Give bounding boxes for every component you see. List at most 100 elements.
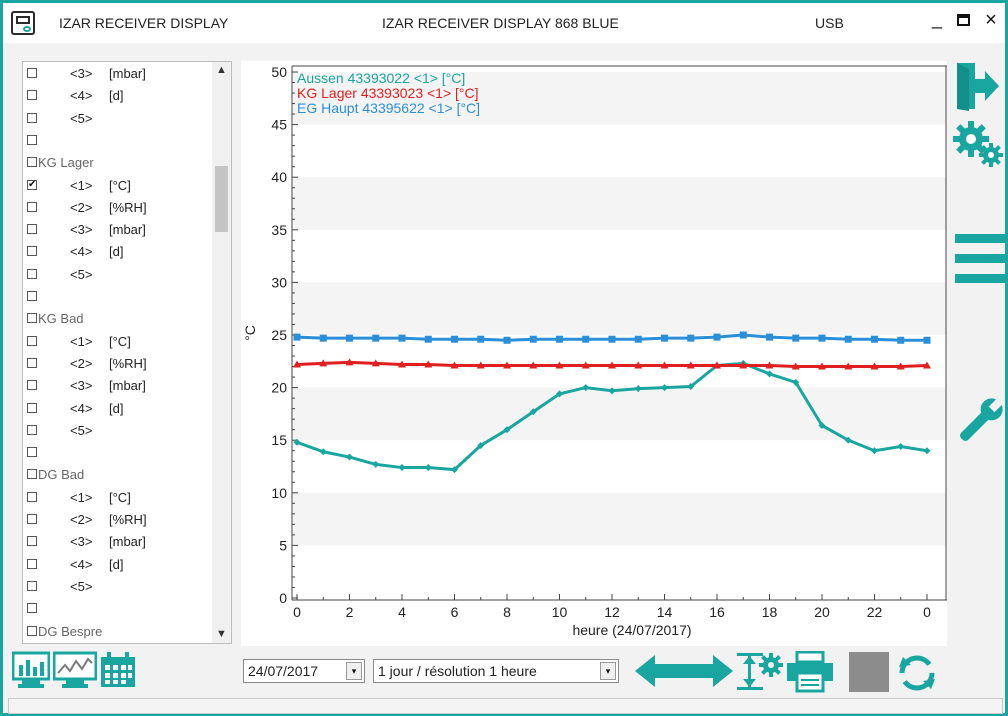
channel-index: <3> (70, 378, 93, 394)
arrow-right-icon[interactable] (683, 653, 733, 689)
series-1-point (450, 361, 459, 369)
channel-unit: [%RH] (109, 512, 147, 527)
row-checkbox[interactable] (27, 558, 37, 569)
arrow-left-icon[interactable] (635, 653, 685, 689)
device-title: IZAR RECEIVER DISPLAY 868 BLUE (382, 15, 619, 31)
group-row[interactable]: DG Bespre (23, 621, 213, 643)
stop-square-icon[interactable] (849, 652, 889, 692)
date-dropdown-arrow-icon[interactable]: ▾ (346, 662, 362, 680)
series-1-point (818, 362, 826, 370)
maximize-button[interactable] (957, 14, 970, 26)
close-button[interactable]: × (985, 9, 997, 31)
series-1-point (713, 361, 721, 369)
group-row[interactable]: DG Bad (23, 464, 213, 486)
row-checkbox[interactable] (27, 246, 37, 257)
scroll-down-arrow-icon[interactable]: ▼ (216, 628, 227, 640)
channel-unit: [mbar] (109, 222, 146, 238)
range-dropdown-arrow-icon[interactable]: ▾ (600, 662, 616, 680)
channel-index: <2> (70, 199, 93, 215)
minimize-button[interactable]: _ (931, 9, 942, 29)
scroll-thumb[interactable] (215, 166, 228, 232)
channel-row[interactable]: <4> [d] (23, 398, 213, 420)
row-checkbox[interactable] (27, 157, 37, 168)
row-checkbox[interactable] (27, 447, 37, 458)
x-tick-label: 4 (398, 604, 406, 620)
channel-row[interactable]: <2> [%RH] (23, 353, 213, 375)
row-checkbox[interactable] (27, 580, 37, 591)
series-1-point (739, 361, 748, 369)
channel-row[interactable]: <5> (23, 108, 213, 130)
range-select[interactable]: 1 jour / résolution 1 heure ▾ (373, 659, 619, 683)
series-2-point (529, 335, 537, 343)
refresh-icon[interactable] (893, 653, 941, 693)
hamburger-menu-icon[interactable] (955, 231, 1005, 287)
range-select-value: 1 jour / résolution 1 heure (378, 663, 537, 679)
channel-row[interactable]: <5> (23, 576, 213, 598)
row-checkbox[interactable] (27, 424, 37, 435)
row-checkbox[interactable] (27, 268, 37, 279)
channel-row[interactable]: <3> [mbar] (23, 375, 213, 397)
group-row[interactable]: KG Lager (23, 152, 213, 174)
printer-icon[interactable] (785, 651, 837, 693)
series-2-point (661, 334, 668, 342)
channel-unit: [d] (109, 88, 124, 104)
row-checkbox[interactable] (27, 90, 37, 101)
row-checkbox[interactable] (27, 380, 37, 391)
series-0-point (634, 385, 642, 393)
row-checkbox[interactable] (27, 357, 37, 368)
series-0-point (529, 408, 537, 416)
row-checkbox[interactable] (27, 625, 37, 636)
row-checkbox[interactable] (27, 201, 37, 212)
row-checkbox[interactable] (27, 224, 37, 235)
blank-row[interactable] (23, 442, 213, 464)
channel-row[interactable]: <1> [°C] (23, 331, 213, 353)
wrench-icon[interactable] (957, 395, 1005, 445)
row-checkbox[interactable] (27, 134, 37, 145)
channel-row[interactable]: <5> (23, 264, 213, 286)
bar-chart-view-icon[interactable] (12, 651, 50, 689)
channel-row[interactable]: <4> [d] (23, 554, 213, 576)
row-checkbox[interactable] (27, 68, 37, 78)
row-checkbox[interactable] (27, 469, 37, 480)
channel-unit: [°C] (109, 333, 131, 349)
channel-list-scrollbar[interactable]: ▲ ▼ (212, 62, 231, 643)
blank-row[interactable] (23, 130, 213, 152)
series-0-point (897, 443, 905, 451)
row-checkbox[interactable] (27, 514, 37, 524)
exit-door-icon[interactable] (953, 61, 1001, 111)
calendar-icon[interactable] (99, 651, 137, 689)
axis-scale-settings-icon[interactable] (737, 651, 785, 691)
group-row[interactable]: KG Bad (23, 308, 213, 330)
line-chart-view-icon[interactable] (53, 651, 97, 689)
series-1-point (608, 361, 616, 369)
channel-row[interactable]: <3> [mbar] (23, 219, 213, 241)
row-checkbox[interactable] (27, 603, 37, 614)
blank-row[interactable] (23, 286, 213, 308)
row-checkbox[interactable] (27, 402, 37, 413)
channel-unit: [d] (109, 556, 124, 572)
channel-row[interactable]: <5> (23, 420, 213, 442)
channel-row[interactable]: <2> [%RH] (23, 197, 213, 219)
blank-row[interactable] (23, 598, 213, 620)
channel-row[interactable]: <2> [%RH] (23, 509, 213, 531)
series-1-point (529, 361, 538, 369)
gears-icon[interactable] (953, 119, 1005, 169)
x-axis-label: heure (24/07/2017) (572, 622, 691, 638)
channel-row[interactable]: <4> [d] (23, 241, 213, 263)
row-checkbox[interactable] (27, 335, 37, 346)
date-select[interactable]: 24/07/2017 ▾ (243, 659, 365, 683)
row-checkbox[interactable] (27, 291, 37, 301)
channel-row[interactable]: ✔ <1> [°C] (23, 175, 213, 197)
channel-row[interactable]: <3> [mbar] (23, 531, 213, 553)
channel-row[interactable]: <1> [°C] (23, 487, 213, 509)
row-checkbox[interactable] (27, 313, 37, 324)
channel-index: <4> (70, 400, 93, 416)
row-checkbox[interactable]: ✔ (27, 178, 37, 190)
channel-row[interactable]: <4> [d] (23, 85, 213, 107)
series-2-point (713, 333, 721, 341)
scroll-up-arrow-icon[interactable]: ▲ (216, 64, 227, 76)
row-checkbox[interactable] (27, 491, 37, 502)
row-checkbox[interactable] (27, 536, 37, 547)
row-checkbox[interactable] (27, 112, 37, 123)
channel-row[interactable]: <3> [mbar] (23, 63, 213, 85)
